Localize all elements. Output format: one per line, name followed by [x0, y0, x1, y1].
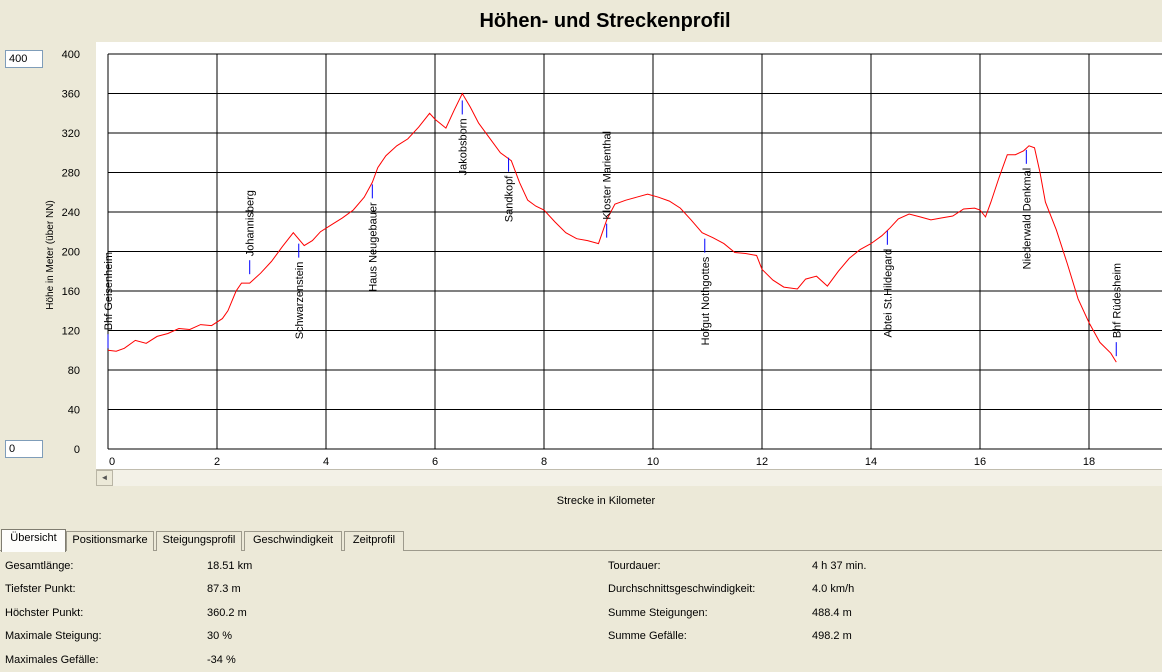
page-title: Höhen- und Streckenprofil — [479, 10, 731, 32]
waypoint-label: Jakobsborn — [457, 118, 469, 175]
x-tick-label: 18 — [1083, 456, 1095, 468]
y-tick-label: 400 — [62, 49, 80, 61]
stat-label-hoechster-punkt: Höchster Punkt: — [5, 607, 84, 619]
y-tick-label: 80 — [68, 365, 80, 377]
waypoint-label: Johannisberg — [245, 190, 257, 256]
x-tick-label: 0 — [109, 456, 115, 468]
stat-label-gesamtlaenge: Gesamtlänge: — [5, 560, 74, 572]
waypoint-label: Bhf Rüdesheim — [1111, 263, 1123, 338]
chart-background — [96, 42, 1162, 469]
y-tick-label: 240 — [62, 207, 80, 219]
x-tick-label: 4 — [323, 456, 329, 468]
stat-label-summe-gefaelle: Summe Gefälle: — [608, 630, 687, 642]
chart-grid — [107, 53, 1162, 450]
stat-label-tiefster-punkt: Tiefster Punkt: — [5, 583, 76, 595]
horizontal-scrollbar[interactable]: ◄ — [96, 469, 1162, 486]
stat-label-durchschnittsgeschwindigkeit: Durchschnittsgeschwindigkeit: — [608, 583, 756, 595]
y-tick-label: 120 — [62, 326, 80, 338]
waypoint-label: Niederwald Denkmal — [1021, 168, 1033, 270]
waypoint-label: Sandkopf — [504, 175, 516, 222]
y-min-input[interactable] — [5, 440, 43, 458]
y-tick-label: 0 — [74, 444, 80, 456]
waypoint-label: Kloster Marienthal — [602, 131, 614, 220]
y-axis-label: Höhe in Meter (über NN) — [45, 200, 56, 309]
x-tick-label: 10 — [647, 456, 659, 468]
y-tick-label: 320 — [62, 128, 80, 140]
stat-value-durchschnittsgeschwindigkeit: 4.0 km/h — [812, 583, 855, 595]
tab-geschwindigkeit[interactable]: Geschwindigkeit — [244, 531, 342, 551]
y-tick-label: 40 — [68, 405, 80, 417]
tab-zeitprofil[interactable]: Zeitprofil — [344, 531, 404, 551]
x-axis-ticks: 0 2 4 6 8 10 12 14 16 18 — [109, 456, 1095, 468]
y-tick-label: 280 — [62, 168, 80, 180]
stat-label-tourdauer: Tourdauer: — [608, 560, 661, 572]
stat-value-tiefster-punkt: 87.3 m — [207, 583, 241, 595]
tab-uebersicht[interactable]: Übersicht — [1, 529, 66, 552]
x-tick-label: 14 — [865, 456, 877, 468]
stat-label-summe-steigungen: Summe Steigungen: — [608, 607, 708, 619]
waypoint-label: Schwarzenstein — [294, 262, 306, 340]
stat-label-maximales-gefaelle: Maximales Gefälle: — [5, 654, 99, 666]
scroll-left-arrow-icon[interactable]: ◄ — [96, 470, 113, 486]
stat-value-tourdauer: 4 h 37 min. — [812, 560, 867, 572]
tab-bar: Übersicht Positionsmarke Steigungsprofil… — [0, 529, 1162, 552]
waypoint-annotations: Bhf Geisenheim Johannisberg Schwarzenstein… — [103, 100, 1123, 357]
x-tick-label: 8 — [541, 456, 547, 468]
x-tick-label: 16 — [974, 456, 986, 468]
y-tick-label: 360 — [62, 89, 80, 101]
x-tick-label: 12 — [756, 456, 768, 468]
tab-steigungsprofil[interactable]: Steigungsprofil — [156, 531, 242, 551]
x-axis-label: Strecke in Kilometer — [556, 495, 656, 507]
waypoint-label: Abtei St.Hildegard — [882, 249, 894, 338]
stat-value-maximales-gefaelle: -34 % — [207, 654, 236, 666]
y-tick-label: 200 — [62, 247, 80, 259]
waypoint-label: Haus Neugebauer — [367, 202, 379, 292]
stat-value-maximale-steigung: 30 % — [207, 630, 233, 642]
elevation-profile-line — [107, 92, 1117, 363]
stat-value-summe-steigungen: 488.4 m — [812, 607, 852, 619]
waypoint-label: Bhf Geisenheim — [103, 252, 115, 330]
stat-value-hoechster-punkt: 360.2 m — [207, 607, 247, 619]
x-tick-label: 2 — [214, 456, 220, 468]
x-tick-label: 6 — [432, 456, 438, 468]
stat-value-gesamtlaenge: 18.51 km — [207, 560, 253, 572]
waypoint-label: Hofgut Nothgottes — [700, 256, 712, 345]
y-tick-label: 160 — [62, 286, 80, 298]
y-max-input[interactable] — [5, 50, 43, 68]
tab-positionsmarke[interactable]: Positionsmarke — [66, 531, 154, 551]
stat-label-maximale-steigung: Maximale Steigung: — [5, 630, 102, 642]
stat-value-summe-gefaelle: 498.2 m — [812, 630, 852, 642]
